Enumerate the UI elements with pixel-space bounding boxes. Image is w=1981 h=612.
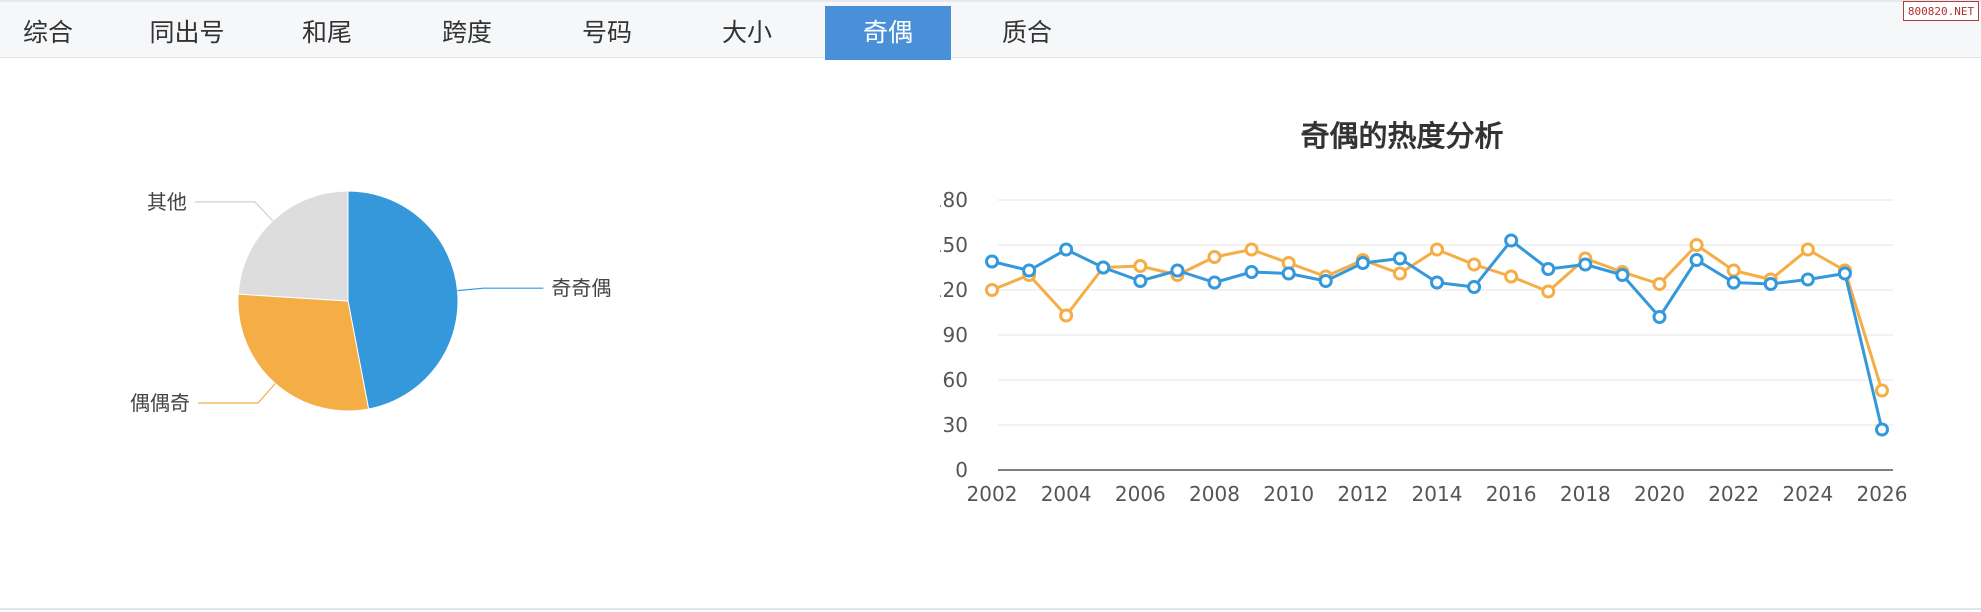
series-0-point[interactable] [1430,275,1444,290]
y-tick-label: 60 [943,368,968,392]
y-tick-label: 180 [940,188,968,212]
tab-hewei[interactable]: 和尾 [301,18,352,47]
series-0-point[interactable] [1096,260,1111,275]
x-tick-label: 2006 [1115,482,1166,506]
tab-jiou[interactable]: 奇偶 [825,6,951,60]
series-0-point[interactable] [1355,256,1370,270]
series-1-point[interactable] [1244,242,1259,257]
tab-zonghe[interactable]: 综合 [22,18,73,47]
series-1-point[interactable] [1133,259,1148,273]
series-0-point[interactable] [1615,268,1630,282]
series-1-point[interactable] [1504,269,1519,284]
bottom-divider [0,608,1981,610]
series-0-point[interactable] [1541,262,1556,276]
series-1-point[interactable] [1467,257,1482,272]
series-1-point[interactable] [985,283,999,297]
series-0-point[interactable] [1170,263,1185,278]
series-1-point[interactable] [1392,266,1407,281]
x-tick-label: 2024 [1782,482,1833,506]
y-tick-label: 0 [955,458,968,482]
series-0-point[interactable] [1022,263,1037,278]
y-tick-label: 120 [940,278,968,302]
x-tick-label: 2002 [967,482,1018,506]
x-tick-label: 2020 [1634,482,1685,506]
pie-slice-1[interactable] [237,293,370,412]
tab-daxiao[interactable]: 大小 [721,18,772,47]
tab-tongchuhao[interactable]: 同出号 [149,18,225,47]
x-tick-label: 2004 [1041,482,1092,506]
pie-label-1: 偶偶奇 [130,391,190,415]
y-tick-label: 30 [943,413,968,437]
series-0-point[interactable] [1763,277,1778,291]
x-tick-label: 2012 [1337,482,1388,506]
tab-kuadu[interactable]: 跨度 [441,18,492,47]
series-0-point[interactable] [1726,275,1741,290]
x-tick-label: 2018 [1560,482,1611,506]
x-tick-label: 2008 [1189,482,1240,506]
series-0-point[interactable] [1318,274,1333,288]
series-0-point[interactable] [1467,280,1482,294]
tab-zhihe[interactable]: 质合 [1001,18,1052,47]
series-0-point[interactable] [1133,274,1148,288]
tab-haoma[interactable]: 号码 [581,18,632,47]
series-1-point[interactable] [1207,250,1222,264]
series-0-point[interactable] [1875,422,1889,437]
series-0-point[interactable] [1281,266,1296,281]
pie-leader-line-0 [457,287,544,292]
series-0-point[interactable] [1800,272,1815,287]
pie-slice-2[interactable] [237,190,349,302]
x-tick-label: 2010 [1263,482,1314,506]
watermark-badge: 800820.NET [1903,1,1979,21]
series-0-point[interactable] [1392,251,1407,266]
series-0-point[interactable] [1059,242,1074,257]
pie-slice-0[interactable] [347,190,459,410]
series-1-point[interactable] [1059,308,1074,323]
series-0-point[interactable] [1837,266,1852,281]
series-0-point[interactable] [1504,233,1519,248]
series-0-point[interactable] [1578,257,1593,272]
chart-title: 奇偶的热度分析 [1300,119,1503,153]
series-1-point[interactable] [1875,383,1889,398]
series-1-point[interactable] [1541,284,1556,299]
series-0-point[interactable] [1244,265,1259,279]
series-1-point[interactable] [1800,242,1815,257]
series-0-point[interactable] [1689,253,1704,267]
x-tick-label: 2016 [1486,482,1537,506]
pie-leader-line-1 [198,383,276,404]
pie-leader-line-2 [194,201,274,222]
pie-label-2: 其他 [147,190,187,214]
tab-bar: 综合 同出号 和尾 跨度 号码 大小 奇偶 质合 [0,0,1981,60]
series-0-point[interactable] [1207,275,1222,290]
series-line-1 [991,243,1884,391]
x-tick-label: 2026 [1857,482,1908,506]
series-0-point[interactable] [1652,310,1667,324]
y-tick-label: 150 [940,233,968,257]
series-1-point[interactable] [1726,263,1741,278]
series-0-point[interactable] [985,254,999,269]
x-tick-label: 2022 [1708,482,1759,506]
series-1-point[interactable] [1430,242,1444,257]
x-tick-label: 2014 [1412,482,1463,506]
series-1-point[interactable] [1689,238,1704,252]
y-tick-label: 90 [943,323,968,347]
series-1-point[interactable] [1652,277,1667,291]
line-chart: 奇偶的热度分析 0 30 60 90 120 150 180 2002 2004 2006 2008 2… [940,119,1908,506]
pie-label-0: 奇奇偶 [551,276,611,300]
